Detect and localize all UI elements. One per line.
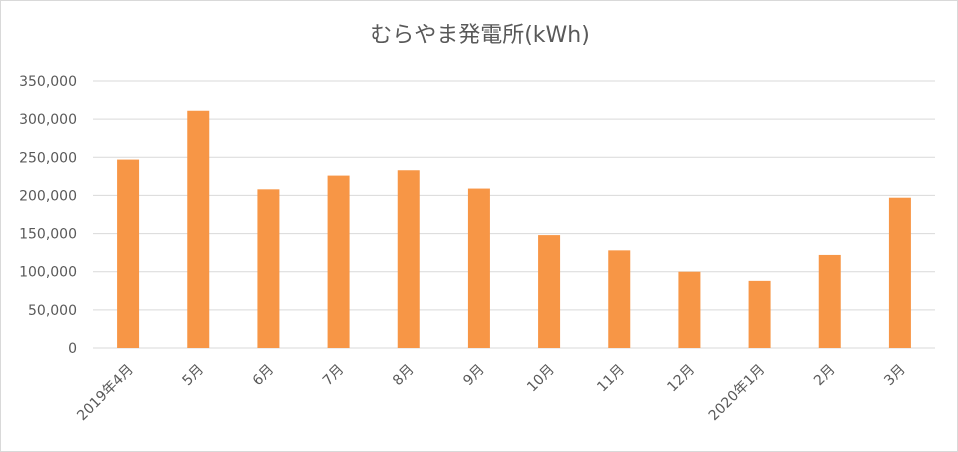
x-tick-label: 11月: [594, 362, 628, 396]
bar: [678, 271, 701, 348]
x-tick-label: 2020年1月: [706, 362, 769, 425]
y-tick-label: 300,000: [19, 112, 77, 128]
chart-title: むらやま発電所(kWh): [370, 23, 590, 48]
x-tick-label: 8月: [390, 362, 418, 390]
y-tick-label: 0: [68, 341, 77, 357]
y-tick-label: 350,000: [19, 74, 77, 90]
bar: [117, 159, 140, 348]
bar: [538, 235, 561, 348]
x-tick-label: 12月: [664, 362, 698, 396]
bar: [397, 170, 420, 348]
bar: [327, 175, 350, 348]
gridlines: [93, 80, 935, 349]
bar: [818, 254, 841, 348]
x-tick-label: 5月: [180, 362, 208, 390]
y-axis-tick-labels: 0 50,000 100,000 150,000 200,000 250,000 300,0…: [19, 74, 77, 357]
bar: [748, 280, 771, 348]
x-tick-label: 2019年4月: [74, 362, 137, 425]
y-tick-label: 250,000: [19, 150, 77, 166]
bar: [467, 188, 490, 348]
x-tick-label: 2月: [811, 362, 839, 390]
bar: [888, 197, 911, 348]
x-axis-tick-labels: 2019年4月 5月 6月 7月 8月 9月 10月 11月 12月 2020年1月 2月 3月: [74, 362, 908, 425]
x-tick-label: 3月: [881, 362, 909, 390]
x-tick-label: 10月: [524, 362, 558, 396]
y-tick-label: 100,000: [19, 265, 77, 281]
bar: [608, 250, 631, 348]
y-tick-label: 200,000: [19, 188, 77, 204]
x-tick-label: 9月: [460, 362, 488, 390]
y-tick-label: 50,000: [28, 303, 77, 319]
bars: [117, 110, 911, 348]
x-tick-label: 6月: [250, 362, 278, 390]
bar: [257, 189, 280, 348]
bar: [187, 110, 210, 348]
x-tick-label: 7月: [320, 362, 348, 390]
y-tick-label: 150,000: [19, 227, 77, 243]
